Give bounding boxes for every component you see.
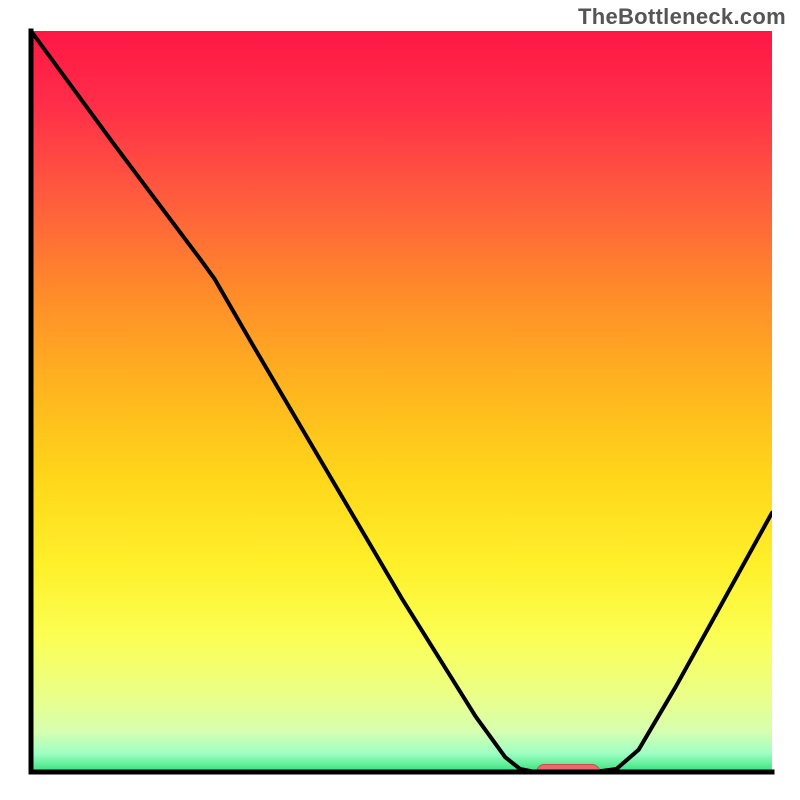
bottleneck-chart bbox=[0, 0, 800, 800]
chart-container: TheBottleneck.com bbox=[0, 0, 800, 800]
watermark-text: TheBottleneck.com bbox=[578, 4, 786, 30]
gradient-background bbox=[31, 31, 772, 772]
